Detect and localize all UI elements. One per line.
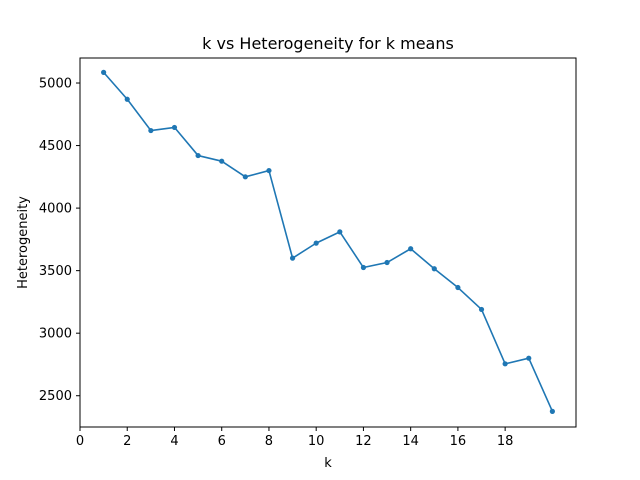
x-tick-label: 16 [450,434,467,449]
y-tick-label: 5000 [39,77,72,92]
y-tick-label: 4500 [39,139,72,154]
data-point [502,361,508,367]
axis-ticks: 0 2 4 6 8 10 12 14 16 18 2500 3000 3500 4000 4500 5000 [39,77,514,449]
data-point [171,124,178,131]
y-tick-label: 3000 [39,327,72,342]
data-point [313,240,319,246]
y-tick-label: 2500 [39,389,72,404]
series-line [102,71,554,413]
x-tick-label: 18 [497,434,514,449]
plot-area [80,58,576,427]
data-point [384,259,390,266]
y-tick-label: 3500 [39,264,72,279]
y-tick-label: 4000 [39,202,72,217]
data-point [360,264,367,271]
data-point [549,408,555,414]
data-point [526,355,532,361]
x-tick-label: 12 [355,434,372,449]
data-point [431,266,437,272]
series-group [101,69,555,414]
data-point [337,229,343,235]
x-tick-label: 8 [265,434,273,449]
x-axis-label: k [324,456,332,471]
x-tick-label: 2 [123,434,131,449]
data-point [101,69,107,75]
x-tick-label: 10 [308,434,325,449]
plot-frame [79,57,577,428]
data-point [242,174,248,180]
data-point [478,306,485,313]
data-point [219,158,225,164]
y-axis-label: Heterogeneity [16,196,31,289]
data-point [408,246,414,252]
x-tick-label: 14 [402,434,419,449]
data-point [148,127,154,134]
x-tick-label: 6 [218,434,226,449]
data-point [124,96,130,102]
data-point [455,284,461,291]
chart-title: k vs Heterogeneity for k means [202,34,454,53]
data-point [289,255,296,261]
x-tick-label: 0 [76,434,84,449]
data-point [195,152,201,159]
data-point [266,167,272,174]
x-tick-label: 4 [170,434,178,449]
